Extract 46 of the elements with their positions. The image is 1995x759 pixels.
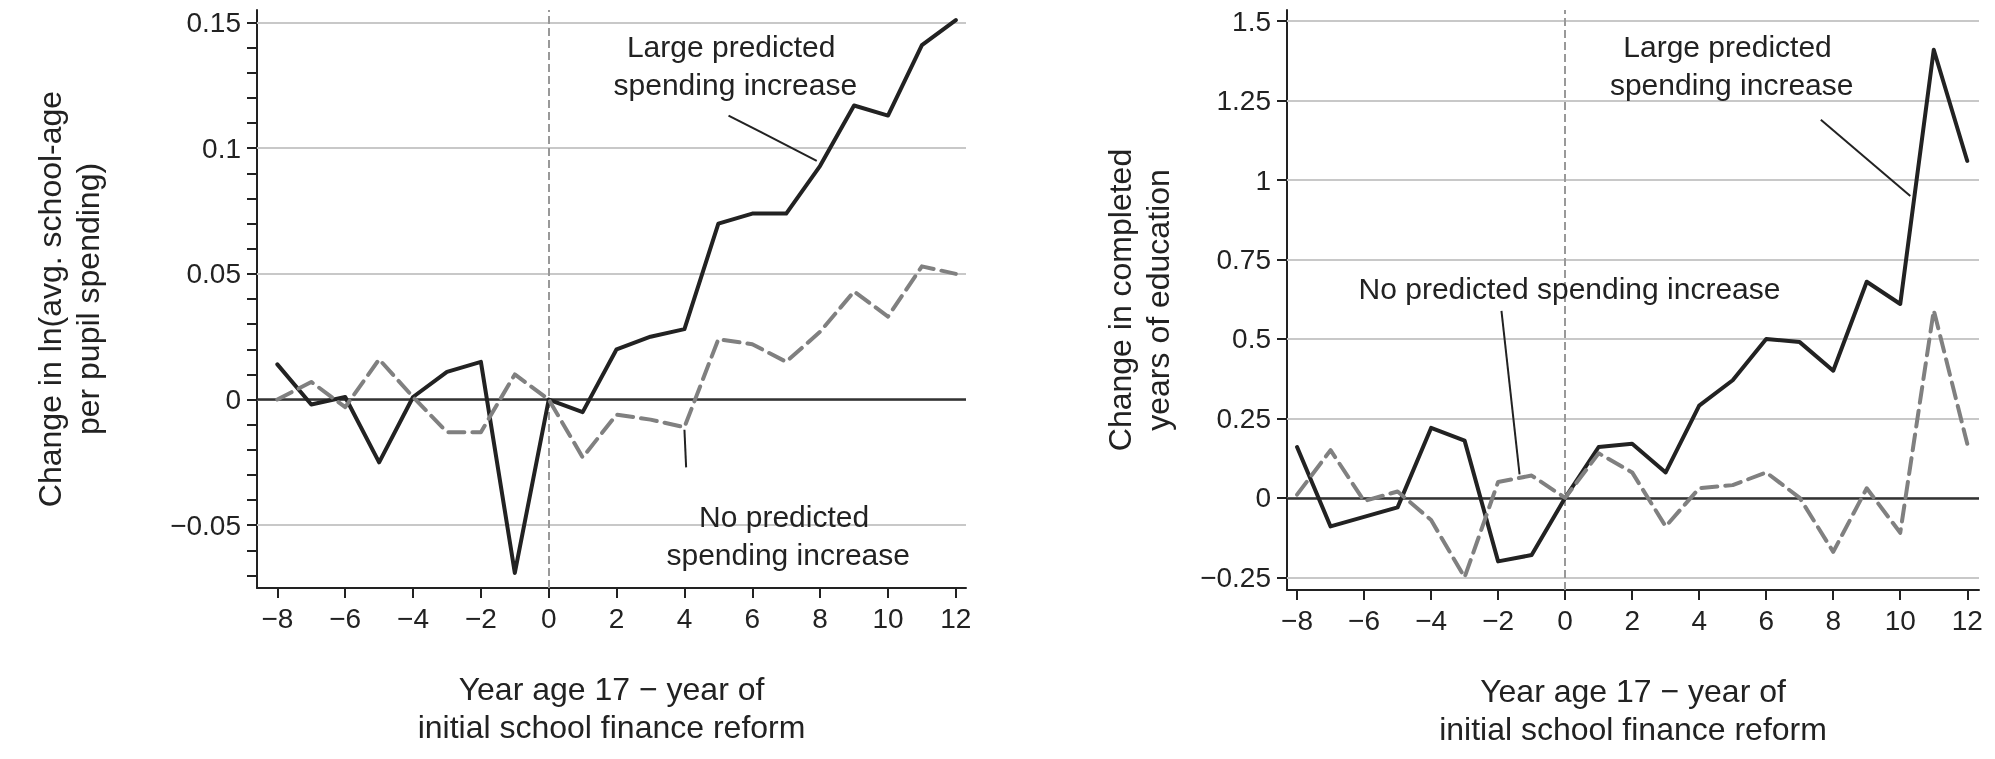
x-tick-label: 8 [812,602,828,634]
x-tick-label: 10 [1884,604,1916,636]
annotation: No predicted spending increase [1358,271,1781,305]
x-tick-label: −8 [1281,604,1314,636]
annotation: Large predicted spending increase [613,29,858,101]
x-axis-title: Year age 17 − year of initial school finance reform [417,671,806,745]
y-tick-label: 0.5 [1232,323,1271,355]
y-tick-label: 0.05 [186,258,241,290]
line-series [1295,308,1970,580]
y-tick-label: 1.5 [1232,5,1271,37]
annotation: No predicted spending increase [666,499,910,571]
x-tick-label: −8 [261,602,294,634]
x-tick-label: −4 [397,602,430,634]
y-tick-label: 0 [225,384,241,416]
y-tick-label: 0.75 [1216,243,1271,275]
y-tick-label: −0.25 [1200,561,1271,593]
annotation: Large predicted spending increase [1609,30,1854,102]
x-tick-label: 10 [872,602,904,634]
x-tick-label: −6 [329,602,362,634]
x-tick-label: 8 [1825,604,1842,636]
y-tick-label: 1.25 [1216,85,1271,117]
x-tick-label: −2 [1482,604,1515,636]
x-tick-label: 4 [1691,604,1707,636]
y-tick-label: 0.1 [202,132,241,164]
x-tick-label: 2 [608,602,625,634]
x-tick-label: 2 [1624,604,1640,636]
x-tick-label: 6 [744,602,761,634]
x-tick-label: 0 [540,602,557,634]
x-tick-label: −2 [464,602,497,634]
x-axis-title: Year age 17 − year of initial school finance reform [1439,673,1827,747]
x-tick-label: −4 [1415,604,1448,636]
x-tick-label: 6 [1758,604,1774,636]
y-tick-label: −0.05 [170,509,241,541]
y-tick-label: 0.25 [1216,402,1271,434]
line-series [275,264,958,460]
y-axis-title: Change in completed years of education [1102,148,1176,452]
y-tick-label: 0 [1255,482,1271,514]
x-tick-label: 0 [1557,604,1573,636]
x-tick-label: 4 [676,602,693,634]
x-tick-label: −6 [1348,604,1381,636]
y-tick-label: 1 [1255,164,1271,196]
y-tick-label: 0.15 [186,7,241,39]
x-tick-label: 12 [1951,604,1983,636]
x-tick-label: 12 [940,602,972,634]
line-series [275,18,958,575]
y-axis-title: Change in ln(avg. school-age per pupil spending) [32,90,106,508]
